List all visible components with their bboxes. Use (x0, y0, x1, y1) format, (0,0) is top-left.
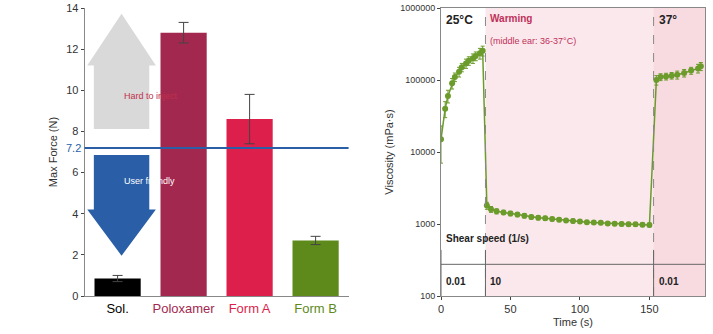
svg-text:User friendly: User friendly (124, 176, 175, 186)
svg-text:Hard to inject: Hard to inject (124, 91, 178, 101)
svg-text:Sol.: Sol. (106, 301, 128, 316)
svg-text:Poloxamer: Poloxamer (153, 301, 216, 316)
svg-text:Max Force (N): Max Force (N) (47, 117, 59, 187)
svg-text:Form A: Form A (229, 301, 271, 316)
svg-text:12: 12 (66, 43, 78, 55)
svg-text:100: 100 (571, 303, 589, 315)
svg-text:150: 150 (640, 303, 658, 315)
svg-text:2: 2 (72, 249, 78, 261)
svg-text:37°: 37° (659, 13, 677, 27)
svg-text:Viscosity (mPa·s): Viscosity (mPa·s) (383, 109, 395, 194)
svg-text:14: 14 (66, 2, 78, 14)
svg-text:0: 0 (72, 290, 78, 302)
svg-text:6: 6 (72, 166, 78, 178)
svg-text:(middle ear: 36-37°C): (middle ear: 36-37°C) (490, 36, 576, 46)
svg-text:10: 10 (490, 276, 502, 287)
svg-text:7.2: 7.2 (66, 142, 81, 154)
svg-text:0.01: 0.01 (446, 276, 466, 287)
svg-text:Warming: Warming (490, 13, 532, 24)
svg-text:25°C: 25°C (446, 13, 473, 27)
svg-text:Form B: Form B (294, 301, 337, 316)
svg-text:1000: 1000 (415, 219, 435, 229)
svg-text:1000000: 1000000 (400, 3, 435, 13)
svg-text:100000: 100000 (405, 75, 435, 85)
svg-text:8: 8 (72, 125, 78, 137)
svg-text:10000: 10000 (410, 147, 435, 157)
svg-text:50: 50 (504, 303, 516, 315)
svg-text:10: 10 (66, 84, 78, 96)
svg-text:0: 0 (438, 303, 444, 315)
svg-text:Time (s): Time (s) (553, 316, 593, 328)
svg-text:Shear speed (1/s): Shear speed (1/s) (446, 233, 529, 244)
svg-text:100: 100 (420, 291, 435, 301)
svg-text:4: 4 (72, 208, 78, 220)
svg-text:0.01: 0.01 (659, 276, 679, 287)
